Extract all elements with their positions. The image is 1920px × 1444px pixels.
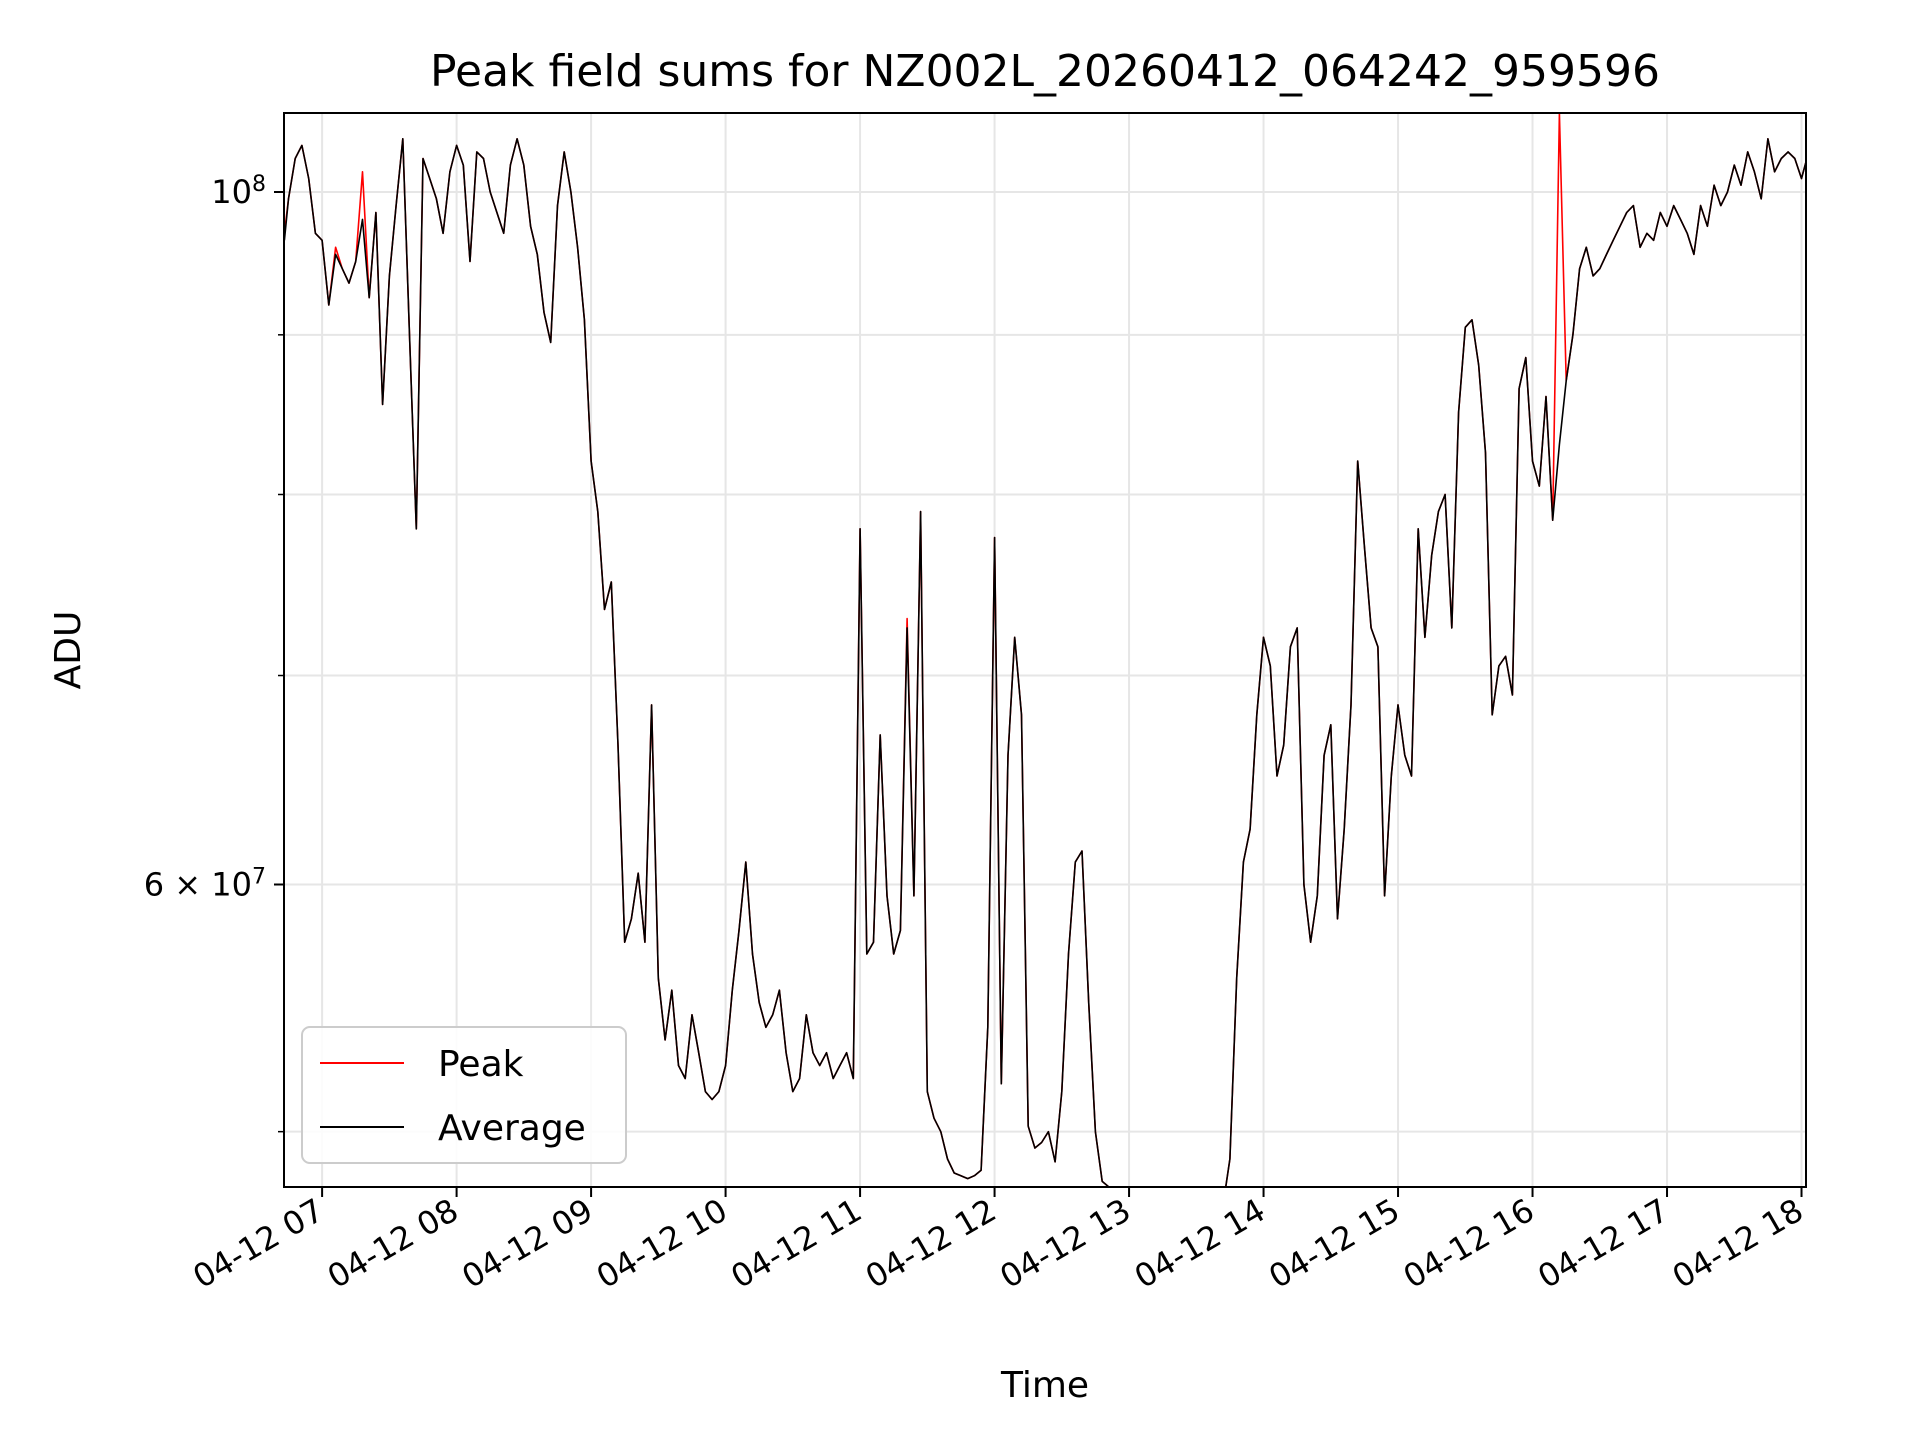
y-tick-label: 6 × 107 bbox=[144, 864, 266, 904]
legend: Peak Average bbox=[301, 1026, 627, 1164]
chart-title: Peak field sums for NZ002L_20260412_0642… bbox=[430, 46, 1660, 97]
x-axis-label: Time bbox=[1000, 1365, 1089, 1406]
legend-label-peak: Peak bbox=[438, 1044, 524, 1085]
plot-frame bbox=[283, 112, 1807, 1188]
legend-box bbox=[301, 1026, 627, 1164]
legend-label-average: Average bbox=[438, 1108, 586, 1149]
y-axis-label: ADU bbox=[48, 611, 89, 690]
grid-layer bbox=[284, 113, 1806, 1187]
series-layer bbox=[284, 113, 1806, 1187]
series-line-average bbox=[284, 138, 1806, 1187]
